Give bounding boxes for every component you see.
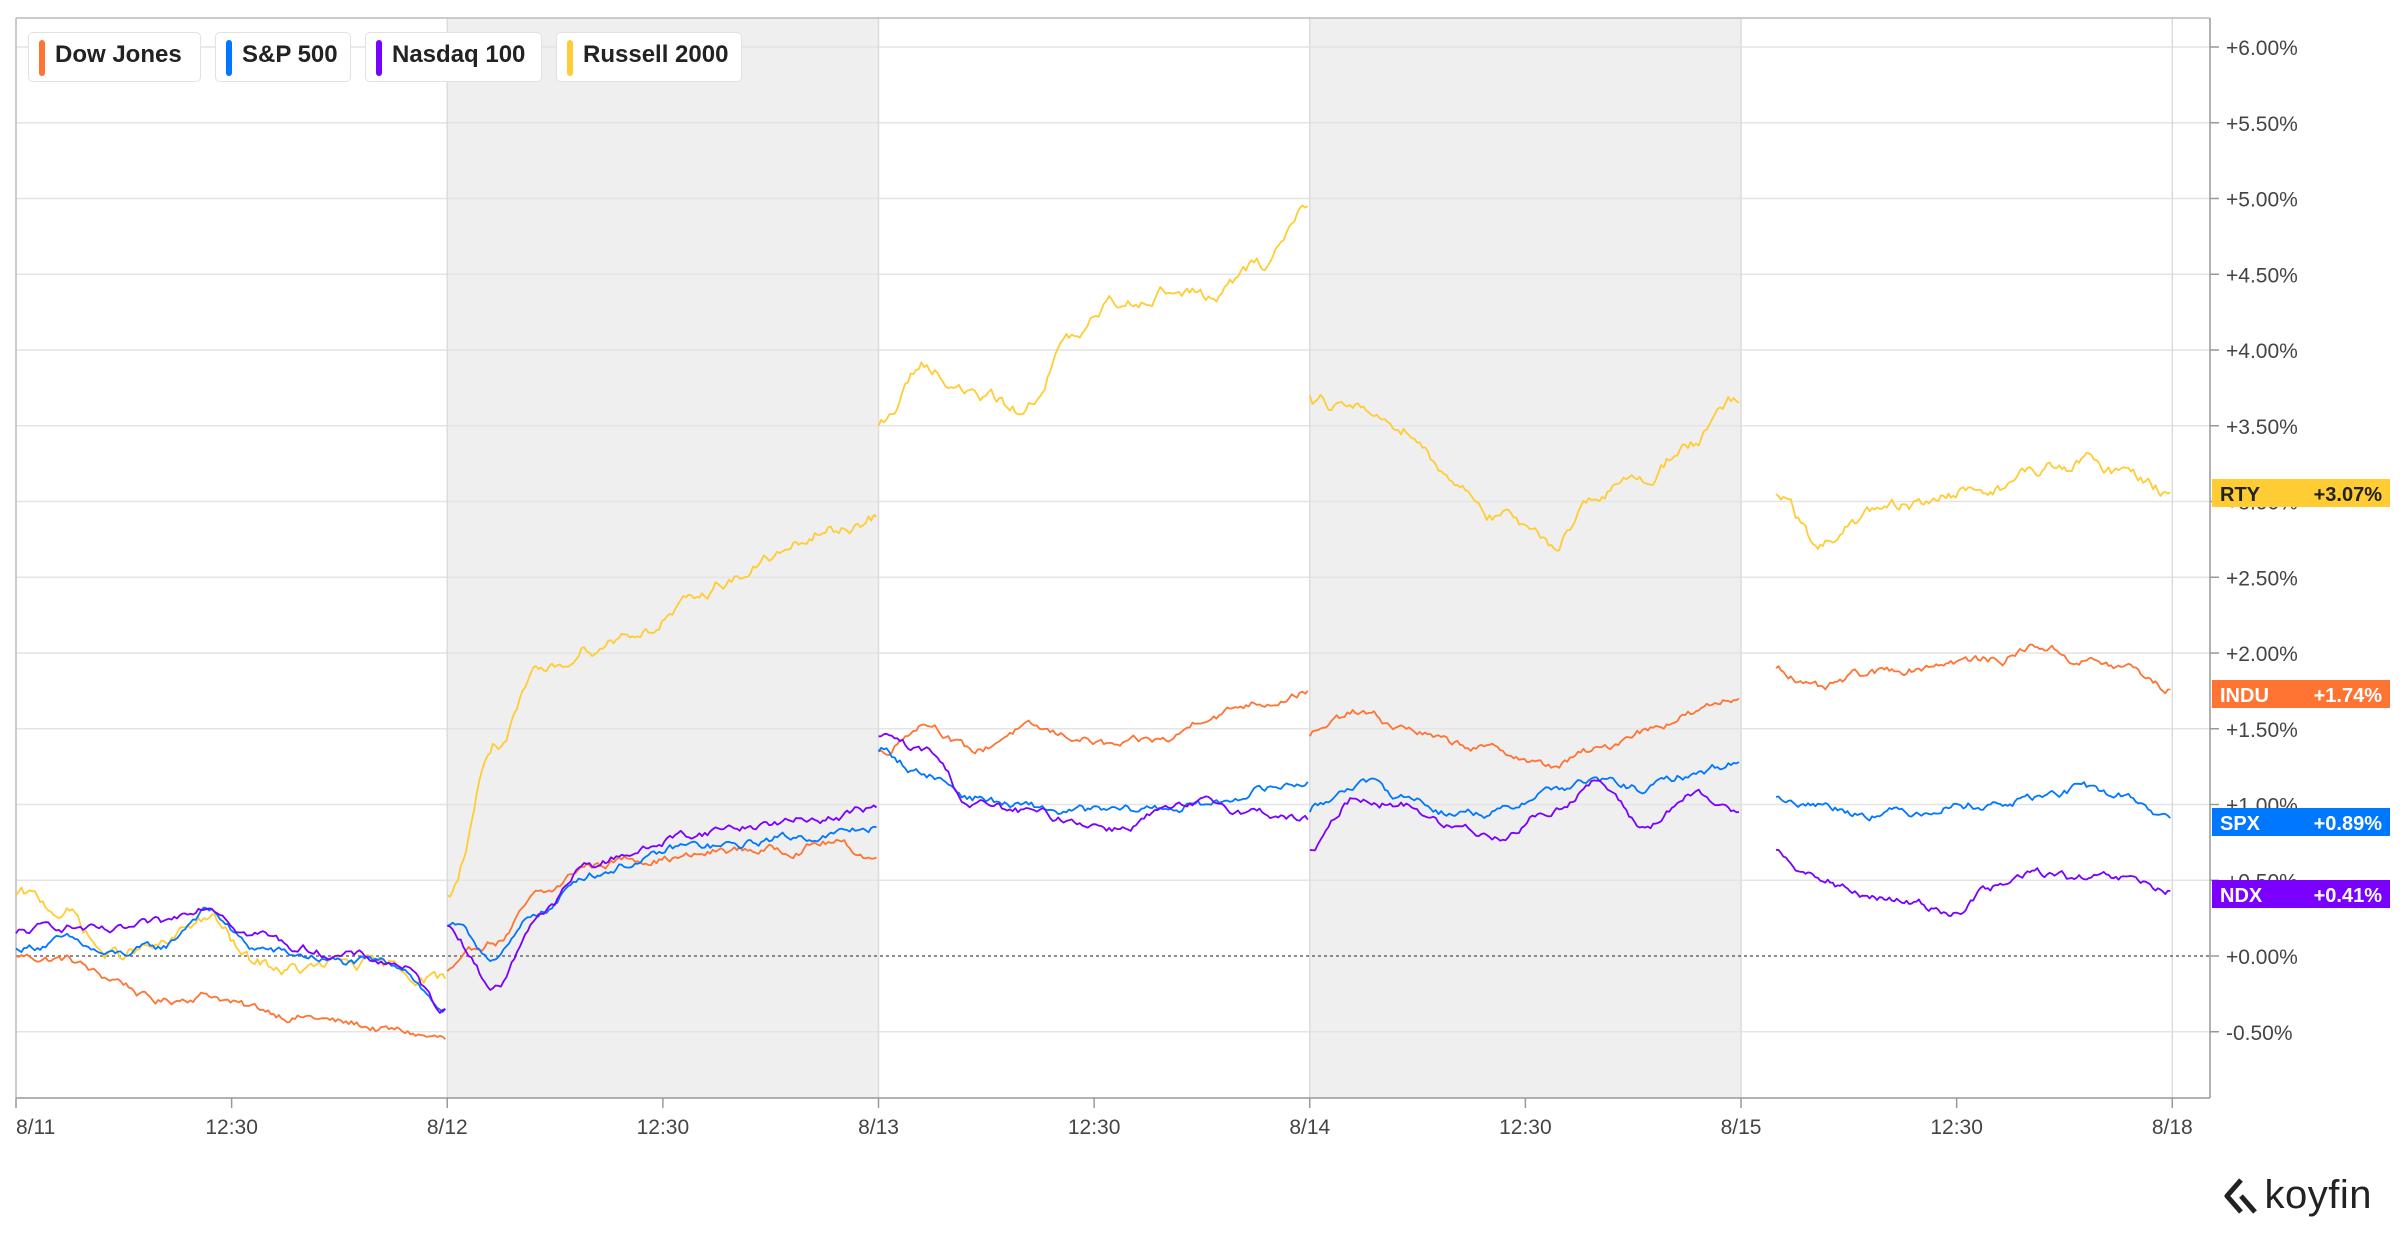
y-tick-label: +4.00% (2226, 340, 2298, 363)
y-tick-label: -0.50% (2226, 1022, 2293, 1045)
brand-name: koyfin (2264, 1173, 2372, 1217)
dow-jones-swatch (39, 40, 45, 76)
y-tick-label: +4.50% (2226, 264, 2298, 287)
dow-jones-last-value: +1.74% (2314, 685, 2383, 707)
dow-jones-line-day-3 (878, 690, 1309, 756)
shaded-session-8-14 (1309, 18, 1741, 1098)
legend: Dow Jones S&P 500 Nasdaq 100 Russell 200… (28, 32, 742, 82)
nasdaq-100-line-day-2 (447, 804, 878, 991)
x-tick-label: 8/18 (2152, 1116, 2193, 1139)
nasdaq-100-line-day-1 (15, 907, 446, 1014)
y-tick-label: +0.00% (2226, 946, 2298, 969)
legend-label: Russell 2000 (583, 41, 729, 68)
dow-jones-line-day-1 (15, 953, 446, 1040)
shaded-session-8-12 (447, 18, 879, 1098)
nasdaq-100-last-value: +0.41% (2314, 885, 2383, 907)
y-tick-label: +6.00% (2226, 37, 2298, 60)
dow-jones-line-day-4 (1309, 697, 1740, 769)
brand-logo: koyfin (2219, 1173, 2373, 1218)
nasdaq-100-swatch (376, 40, 382, 76)
russell-2000-line-day-2 (446, 514, 877, 898)
dow-jones-line-day-5 (1775, 643, 2171, 695)
russell-2000-last-tag (2212, 479, 2390, 507)
x-tick-label: 8/12 (427, 1116, 468, 1139)
nasdaq-100-last-tag (2212, 880, 2390, 908)
sp-500-swatch (226, 40, 232, 76)
russell-2000-line-day-4 (1308, 393, 1740, 552)
nasdaq-100-line-day-3 (878, 732, 1309, 832)
y-tick-label: +1.50% (2226, 719, 2298, 742)
legend-item-dow-jones[interactable]: Dow Jones (28, 32, 201, 82)
x-tick-label: 12:30 (637, 1116, 690, 1139)
legend-label: S&P 500 (242, 41, 338, 68)
y-tick-label: +2.00% (2226, 643, 2298, 666)
s-p-500-last-tag (2212, 808, 2390, 836)
legend-label: Nasdaq 100 (392, 41, 526, 68)
x-tick-label: 8/13 (858, 1116, 899, 1139)
s-p-500-line-day-5 (1775, 781, 2171, 822)
nasdaq-100-ticker: NDX (2220, 885, 2263, 907)
s-p-500-line-day-3 (877, 746, 1309, 815)
legend-item-nasdaq-100[interactable]: Nasdaq 100 (365, 32, 542, 82)
x-tick-label: 12:30 (1068, 1116, 1121, 1139)
dow-jones-line-day-2 (446, 839, 877, 972)
s-p-500-line-day-2 (447, 825, 877, 962)
y-tick-label: +5.00% (2226, 189, 2298, 212)
russell-2000-last-value: +3.07% (2314, 484, 2383, 506)
nasdaq-100-line-day-4 (1309, 779, 1740, 852)
russell-2000-ticker: RTY (2220, 484, 2261, 506)
x-tick-label: 12:30 (1930, 1116, 1983, 1139)
legend-item-sp-500[interactable]: S&P 500 (215, 32, 351, 82)
russell-2000-line-day-1 (15, 886, 447, 987)
x-tick-label: 8/11 (16, 1116, 55, 1139)
s-p-500-line-day-1 (15, 906, 446, 1013)
russell-2000-line-day-3 (877, 204, 1309, 427)
legend-label: Dow Jones (55, 41, 182, 68)
s-p-500-line-day-4 (1308, 761, 1740, 819)
x-tick-label: 12:30 (1499, 1116, 1552, 1139)
legend-item-russell-2000[interactable]: Russell 2000 (556, 32, 742, 82)
s-p-500-ticker: SPX (2220, 813, 2261, 835)
nasdaq-100-line-day-5 (1775, 849, 2171, 917)
koyfin-logo-icon (2224, 1177, 2257, 1214)
y-tick-label: +5.50% (2226, 113, 2298, 136)
x-tick-label: 8/14 (1289, 1116, 1330, 1139)
y-tick-label: +2.50% (2226, 567, 2298, 590)
dow-jones-last-tag (2212, 680, 2390, 708)
x-tick-label: 8/15 (1721, 1116, 1762, 1139)
russell-2000-line-day-5 (1775, 452, 2171, 550)
dow-jones-ticker: INDU (2220, 685, 2269, 707)
y-tick-label: +3.50% (2226, 416, 2298, 439)
s-p-500-last-value: +0.89% (2314, 813, 2383, 835)
russell-2000-swatch (567, 40, 573, 76)
x-tick-label: 12:30 (205, 1116, 258, 1139)
